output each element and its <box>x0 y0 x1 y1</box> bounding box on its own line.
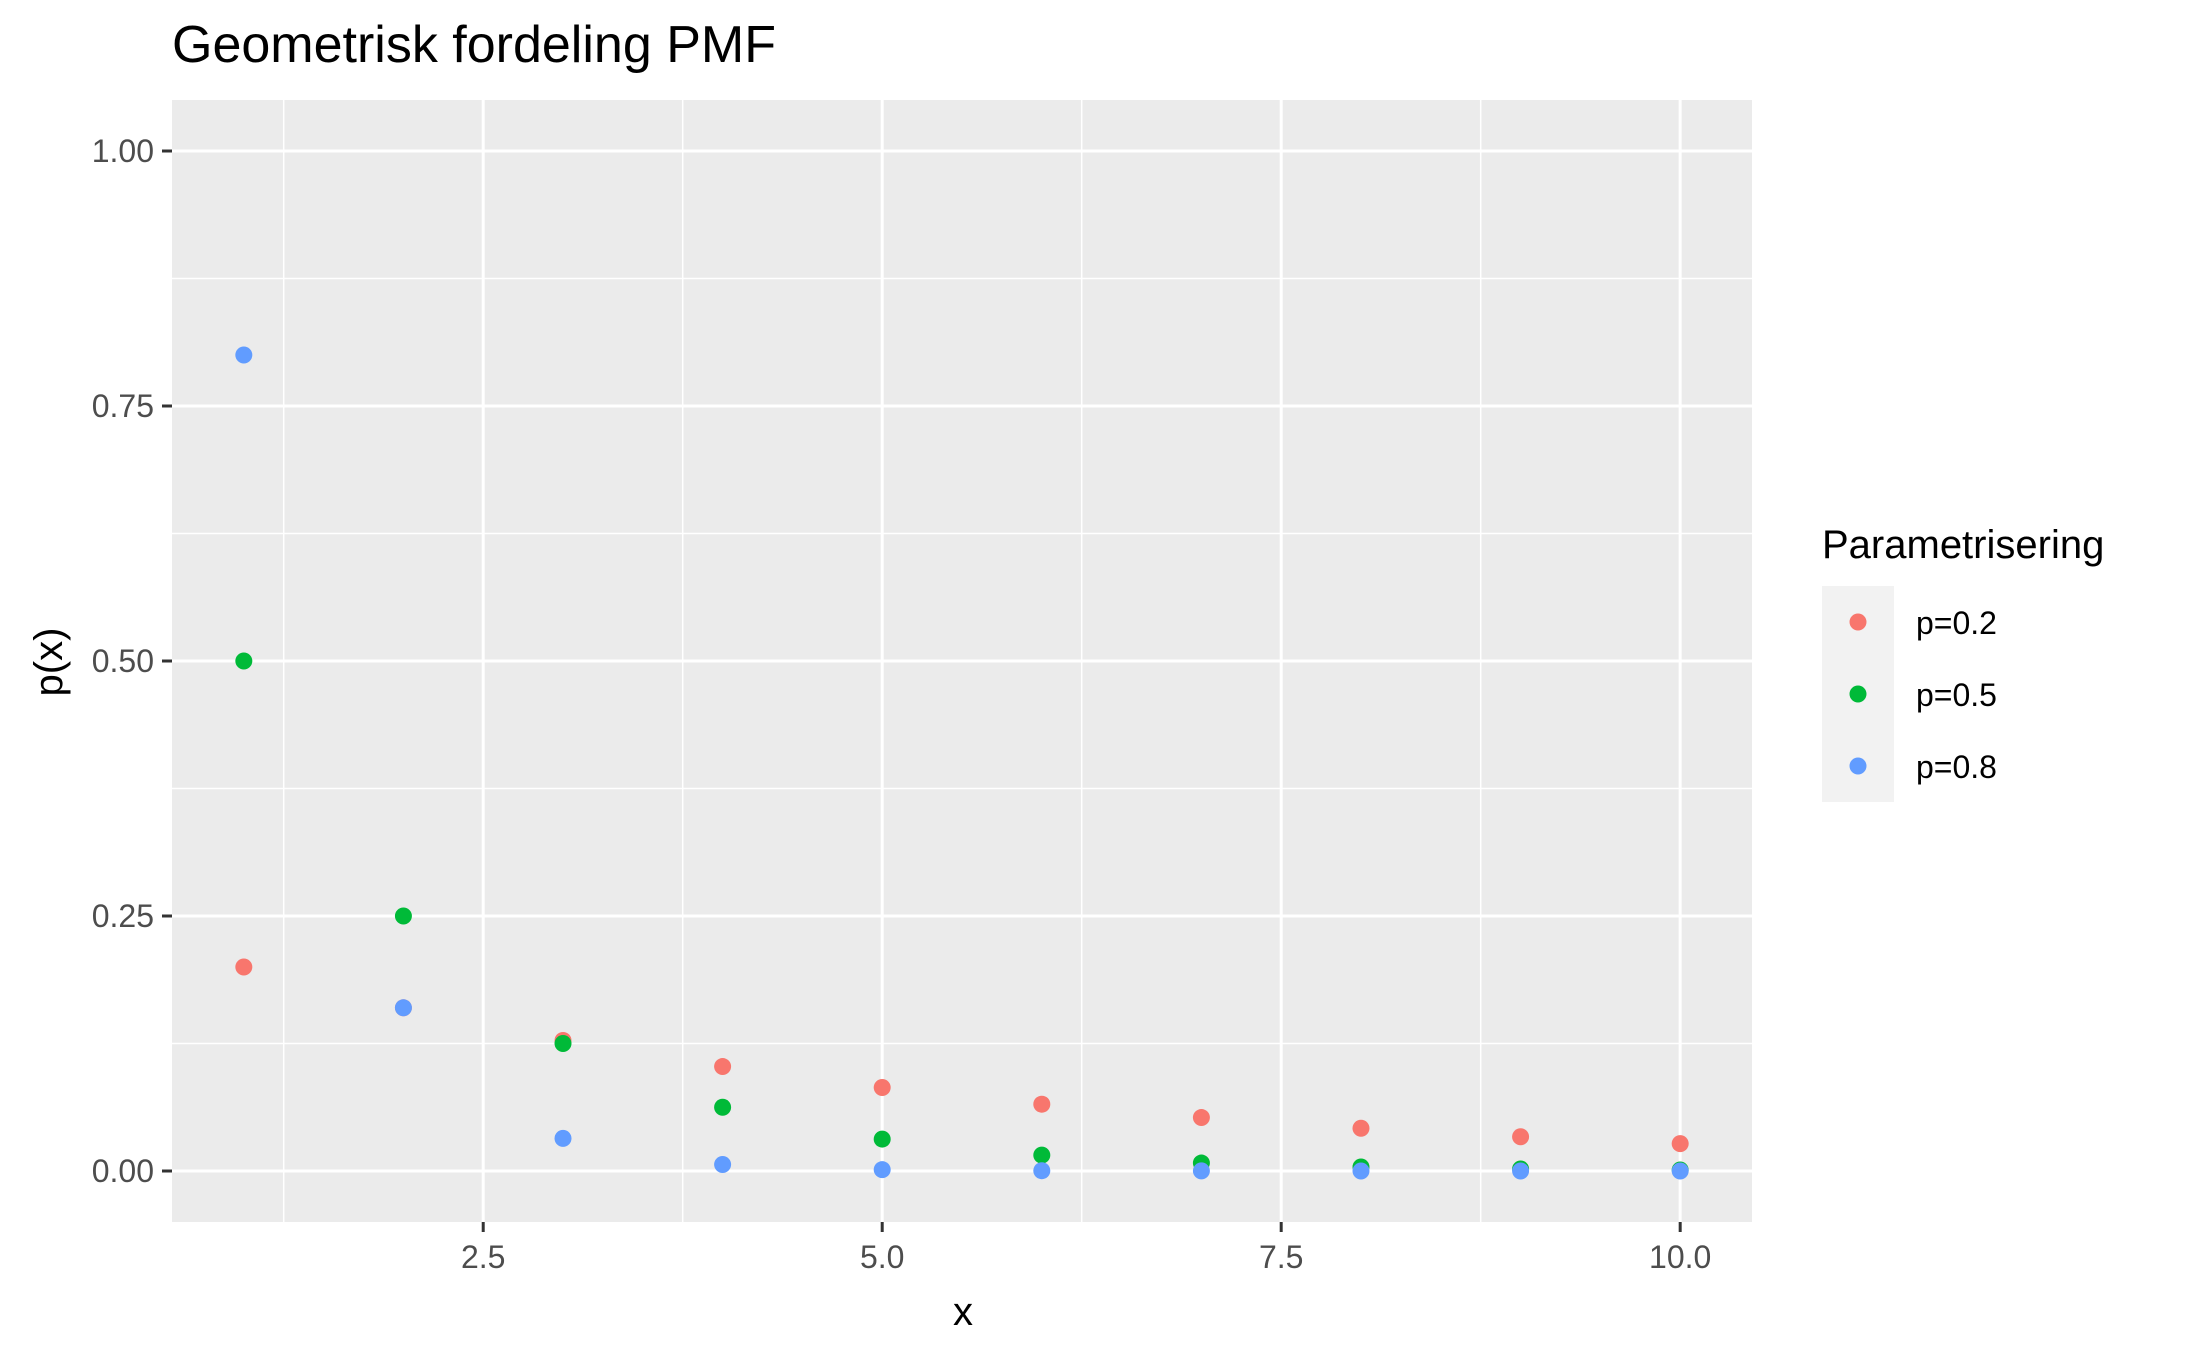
data-point <box>394 999 412 1017</box>
major-gridlines <box>172 100 1752 1222</box>
data-point <box>1352 1162 1370 1180</box>
x-tick-label: 10.0 <box>1649 1239 1711 1275</box>
y-tick-label: 0.25 <box>92 898 154 934</box>
data-point <box>554 1129 572 1147</box>
series-p=0.8 <box>235 346 1689 1180</box>
data-point <box>1033 1162 1051 1180</box>
x-tick-label: 2.5 <box>461 1239 505 1275</box>
data-point <box>554 1035 572 1052</box>
chart-title: Geometrisk fordeling PMF <box>172 16 776 74</box>
y-tick-label: 0.50 <box>92 643 154 679</box>
data-point <box>873 1161 891 1179</box>
data-point <box>1352 1119 1370 1137</box>
x-axis: 2.5 5.0 7.5 10.0 <box>461 1222 1711 1275</box>
legend-key <box>1849 685 1867 703</box>
y-axis-title: p(x) <box>27 628 71 697</box>
data-point <box>235 346 253 364</box>
legend-key <box>1849 757 1867 775</box>
data-point <box>1033 1146 1051 1164</box>
y-tick-label: 1.00 <box>92 133 154 169</box>
data-point <box>1671 1135 1689 1153</box>
x-tick-label: 5.0 <box>860 1239 904 1275</box>
legend-label: p=0.8 <box>1916 749 1997 785</box>
y-tick-label: 0.75 <box>92 388 154 424</box>
data-point <box>1192 1109 1210 1127</box>
data-point <box>1192 1162 1210 1180</box>
x-axis-title: x <box>953 1290 973 1334</box>
legend-items: p=0.2 p=0.5 p=0.8 <box>1849 605 1997 785</box>
x-tick-label: 7.5 <box>1259 1239 1303 1275</box>
data-point <box>714 1098 732 1116</box>
data-point <box>873 1130 891 1148</box>
data-point <box>235 958 253 976</box>
data-point <box>714 1058 732 1076</box>
data-point <box>1512 1162 1530 1180</box>
y-tick-label: 0.00 <box>92 1153 154 1189</box>
data-point <box>873 1078 891 1096</box>
legend-label: p=0.2 <box>1916 605 1997 641</box>
legend-label: p=0.5 <box>1916 677 1997 713</box>
data-point <box>1671 1162 1689 1180</box>
data-point <box>1033 1095 1051 1113</box>
legend: Parametrisering p=0.2 p=0.5 p=0.8 <box>1822 523 2104 802</box>
legend-title: Parametrisering <box>1822 523 2104 567</box>
data-points <box>235 346 1689 1180</box>
data-point <box>714 1155 732 1173</box>
y-axis: 0.00 0.25 0.50 0.75 1.00 <box>92 133 172 1189</box>
data-point <box>1512 1128 1530 1146</box>
legend-key <box>1849 613 1867 631</box>
data-point <box>235 652 253 670</box>
data-point <box>394 907 412 925</box>
